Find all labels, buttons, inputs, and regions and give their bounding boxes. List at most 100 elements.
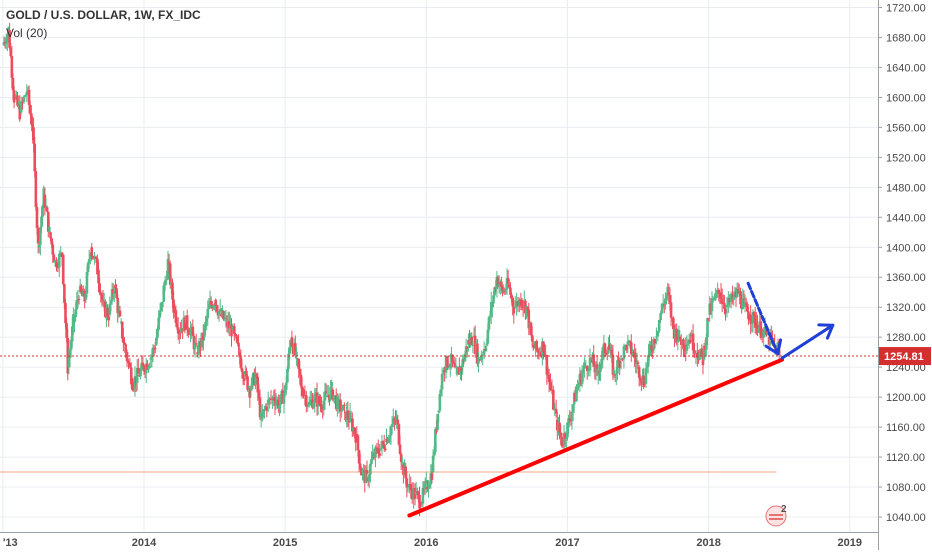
candle-body [645, 366, 649, 369]
candle-body [56, 267, 60, 269]
candle-body [300, 386, 304, 397]
candle-body [294, 343, 297, 356]
candle-body [749, 314, 752, 324]
candle-body [437, 410, 441, 413]
candle-body [248, 388, 252, 398]
candle-body [559, 432, 562, 438]
candle-body [460, 367, 463, 371]
candle-body [652, 339, 656, 350]
candle-body [297, 358, 300, 369]
candle-body [355, 434, 359, 436]
candle-body [529, 322, 533, 335]
candle-body [710, 300, 714, 312]
candle-body [634, 358, 638, 364]
candle-body [661, 304, 665, 308]
candle-body [650, 345, 653, 350]
candle-body [723, 303, 726, 309]
candle-body [521, 306, 525, 308]
candle-body [290, 337, 294, 346]
candle-body [622, 346, 626, 360]
candle-body [571, 404, 575, 412]
candle-body [353, 427, 356, 434]
candle-body [446, 356, 449, 368]
candle-body [9, 47, 13, 56]
candle-body [509, 287, 512, 295]
candle-body [714, 293, 717, 300]
candle-body [106, 308, 109, 317]
candle-body [358, 463, 362, 469]
candle-body [238, 352, 241, 358]
candle-body [412, 488, 415, 500]
candle-body [471, 344, 475, 346]
candle-body [418, 495, 421, 509]
candle-body [447, 366, 451, 368]
candle-body [752, 311, 756, 316]
candle-body [585, 365, 589, 371]
candle-body [389, 426, 393, 436]
candle-body [209, 300, 213, 305]
candle-body [575, 390, 578, 402]
candle-body [223, 318, 227, 320]
candle-body [600, 358, 603, 365]
tradingview-logo-icon: 2 [765, 504, 787, 527]
chart-header: GOLD / U.S. DOLLAR, 1W, FX_IDC Vol (20) [6, 6, 201, 42]
candle-body [354, 433, 358, 443]
candle-body [741, 298, 745, 310]
candle-body [553, 408, 557, 410]
candle-body [135, 367, 139, 384]
candle-body [690, 333, 693, 338]
y-tick-label: 1120.00 [886, 452, 925, 464]
candle-body [118, 310, 122, 317]
candle-body [12, 90, 16, 103]
candle-body [167, 262, 171, 264]
candle-body [642, 375, 645, 387]
candle-body [560, 437, 564, 446]
y-tick-label: 1600.00 [886, 92, 926, 104]
candle-body [662, 304, 666, 306]
candle-body [256, 376, 260, 393]
candle-body [694, 353, 698, 355]
x-tick-label: 2014 [132, 537, 157, 549]
candle-body [505, 278, 509, 290]
candle-body [595, 364, 599, 369]
candle-body [666, 286, 669, 295]
arrow-head [817, 323, 835, 340]
candle-body [176, 327, 180, 334]
candle-body [336, 396, 339, 410]
candle-body [361, 470, 364, 473]
candle-body [139, 369, 142, 377]
candle-body [550, 389, 554, 391]
candle-body [638, 377, 642, 381]
candle-body [317, 396, 321, 404]
candle-body [378, 453, 382, 456]
candle-body [441, 373, 445, 375]
candle-body [507, 284, 511, 288]
candle-body [763, 326, 767, 331]
candle-body [520, 299, 524, 307]
candle-body [631, 354, 634, 356]
candle-body [215, 305, 219, 312]
candle-body [18, 104, 22, 120]
candle-body [444, 356, 448, 373]
candle-body [192, 335, 196, 350]
candle-body [732, 295, 736, 300]
candle-body [357, 450, 361, 464]
candle-body [374, 447, 377, 458]
candle-body [547, 374, 551, 383]
candle-body [672, 317, 675, 330]
y-tick-label: 1040.00 [886, 512, 926, 524]
candle-body [489, 301, 493, 316]
blue-arrow [746, 281, 783, 356]
candle-body [424, 479, 428, 484]
candle-body [323, 391, 327, 401]
candle-body [156, 329, 159, 338]
candle-body [655, 336, 658, 338]
candle-body [153, 348, 157, 350]
candle-body [614, 373, 618, 375]
candle-body [258, 397, 262, 418]
candle-body [69, 341, 73, 350]
candle-body [10, 55, 14, 78]
candle-body [625, 345, 629, 350]
